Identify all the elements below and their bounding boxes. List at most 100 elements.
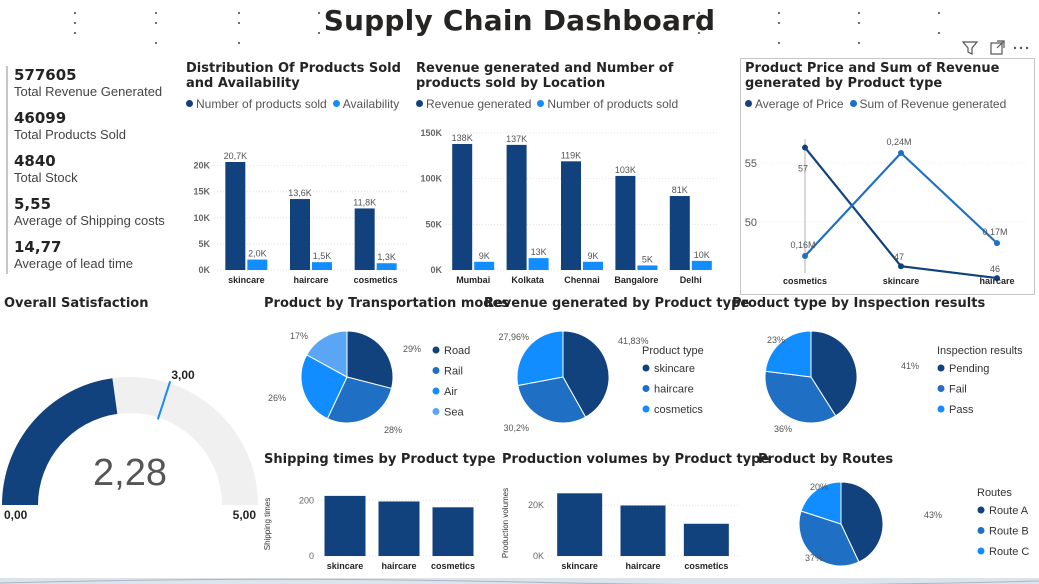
x-tick-label: haircare bbox=[625, 561, 660, 571]
pie-slice bbox=[800, 481, 842, 525]
y-axis-label: Shipping times bbox=[263, 498, 272, 550]
series-line bbox=[804, 151, 998, 257]
chart-legend: Number of products sold Availability bbox=[186, 97, 411, 111]
kpi-value: 46099 bbox=[14, 109, 67, 127]
legend-label: skincare bbox=[654, 363, 695, 375]
bar bbox=[452, 143, 473, 270]
legend-swatch bbox=[416, 100, 423, 107]
legend-label: Route B bbox=[989, 526, 1029, 538]
price-revenue-visual-frame[interactable] bbox=[740, 58, 1035, 295]
bar bbox=[561, 161, 581, 270]
legend-swatch bbox=[432, 387, 440, 395]
legend-item[interactable]: Average of Price bbox=[745, 97, 844, 111]
bar bbox=[312, 262, 332, 270]
bar bbox=[637, 265, 658, 270]
data-label: 17% bbox=[290, 331, 308, 341]
legend-label: Number of products sold bbox=[196, 97, 327, 111]
y-axis-label: Production volumes bbox=[501, 488, 510, 558]
legend-swatch bbox=[432, 346, 440, 354]
sold-availability-chart: 0K 5K 10K 15K 20K 20,7K 2,0K skincare 13,6K 1,5K h… bbox=[193, 151, 408, 285]
focus-mode-icon[interactable] bbox=[990, 40, 1005, 55]
chart-title: Revenue generated and Number of products… bbox=[416, 61, 674, 91]
data-label: 30,2% bbox=[503, 423, 529, 433]
pie-slice bbox=[517, 376, 587, 424]
legend-item[interactable]: Number of products sold bbox=[537, 97, 678, 111]
kpi-lead-time: 14,77 Average of lead time bbox=[14, 238, 165, 281]
legend-label: Fail bbox=[949, 384, 967, 396]
data-label: 41% bbox=[901, 361, 919, 371]
kpi-revenue: 577605 Total Revenue Generated bbox=[14, 66, 165, 109]
kpi-label: Total Revenue Generated bbox=[14, 84, 163, 99]
data-label: 20% bbox=[810, 482, 828, 492]
pie-slice bbox=[764, 330, 812, 378]
sold-availability-visual[interactable]: Distribution Of Products Sold and Availa… bbox=[186, 61, 411, 111]
pie-slice bbox=[798, 510, 860, 567]
more-options-icon[interactable] bbox=[1013, 46, 1029, 50]
data-point bbox=[898, 263, 904, 270]
legend-label: Route C bbox=[989, 546, 1029, 558]
legend-label: Air bbox=[444, 386, 458, 398]
data-label: 46 bbox=[990, 264, 1000, 274]
inspection-pie[interactable]: 41% 36% 23% Inspection results Pending Fail Pa… bbox=[732, 318, 1037, 443]
bar bbox=[691, 260, 712, 270]
bar bbox=[378, 501, 420, 556]
x-tick-label: skincare bbox=[327, 561, 364, 571]
data-label: 138K bbox=[452, 133, 473, 143]
routes-pie[interactable]: 43% 37% 20% Routes Route A Route B Route C bbox=[758, 474, 1037, 580]
legend-item[interactable]: Revenue generated bbox=[416, 97, 531, 111]
price-revenue-chart: 55 50 57 47 46 0,16M 0,24M 0,17M cosmetics skinca… bbox=[745, 137, 1027, 286]
y-tick-label: 150K bbox=[420, 128, 442, 138]
y-tick-label: 0K bbox=[430, 265, 442, 275]
legend-label: Road bbox=[444, 345, 470, 357]
pie-slice bbox=[840, 481, 884, 563]
revenue-location-visual[interactable]: Revenue generated and Number of products… bbox=[416, 61, 736, 111]
kpi-value: 4840 bbox=[14, 152, 56, 170]
legend-item[interactable]: Number of products sold bbox=[186, 97, 327, 111]
pie-slice bbox=[516, 330, 564, 387]
x-tick-label: Kolkata bbox=[511, 275, 545, 285]
gauge-target-marker bbox=[156, 381, 172, 420]
chart-legend: Revenue generated Number of products sold bbox=[416, 97, 736, 111]
production-volumes-chart[interactable]: 0K 20K Production volumes skincare haircare c… bbox=[498, 474, 738, 578]
kpi-value: 14,77 bbox=[14, 238, 62, 256]
legend-label: Pending bbox=[949, 363, 989, 375]
satisfaction-gauge[interactable]: 2,28 0,00 5,00 3,00 bbox=[0, 360, 262, 530]
x-tick-label: cosmetics bbox=[354, 275, 398, 285]
x-tick-label: haircare bbox=[293, 275, 328, 285]
data-label: 9K bbox=[587, 251, 598, 261]
chart-title: Revenue generated by Product type bbox=[484, 296, 750, 311]
shipping-times-chart[interactable]: 0 200 Shipping times skincare haircare cosmet… bbox=[262, 474, 484, 578]
legend-label: Rail bbox=[444, 366, 463, 378]
visual-header bbox=[961, 40, 1032, 61]
data-label: 28% bbox=[384, 425, 402, 435]
legend-label: Number of products sold bbox=[547, 97, 679, 111]
x-tick-label: cosmetics bbox=[783, 276, 827, 286]
y-tick-label: 50K bbox=[425, 219, 442, 229]
revenue-type-pie[interactable]: 41,83% 30,2% 27,96% Product type skincare hai… bbox=[484, 318, 729, 443]
price-revenue-visual[interactable]: Product Price and Sum of Revenue generat… bbox=[745, 61, 1030, 111]
y-tick-label: 55 bbox=[745, 158, 757, 170]
chart-title: Shipping times by Product type bbox=[264, 452, 496, 467]
bar bbox=[324, 495, 366, 556]
legend-swatch bbox=[745, 100, 752, 107]
transport-pie[interactable]: 29% 28% 26% 17% Road Rail Air Sea bbox=[260, 318, 480, 443]
data-label: 20,7K bbox=[224, 151, 248, 161]
legend-label: haircare bbox=[654, 384, 694, 396]
legend-swatch bbox=[537, 100, 545, 107]
legend-swatch bbox=[937, 385, 945, 392]
legend-title: Inspection results bbox=[937, 345, 1023, 357]
data-label: 9K bbox=[479, 251, 490, 261]
y-tick-label: 200 bbox=[299, 495, 314, 505]
legend-item[interactable]: Sum of Revenue generated bbox=[849, 97, 1006, 111]
data-label: 23% bbox=[767, 335, 785, 345]
legend-swatch bbox=[937, 364, 945, 372]
bar bbox=[432, 507, 474, 556]
bar bbox=[615, 175, 636, 270]
filter-icon[interactable] bbox=[961, 41, 979, 55]
data-point bbox=[994, 275, 1000, 282]
legend-item[interactable]: Availability bbox=[332, 97, 399, 111]
legend-swatch bbox=[332, 100, 340, 107]
legend-title: Routes bbox=[977, 487, 1012, 499]
kpi-accent-bar bbox=[6, 66, 8, 274]
data-label: 137K bbox=[506, 134, 527, 144]
